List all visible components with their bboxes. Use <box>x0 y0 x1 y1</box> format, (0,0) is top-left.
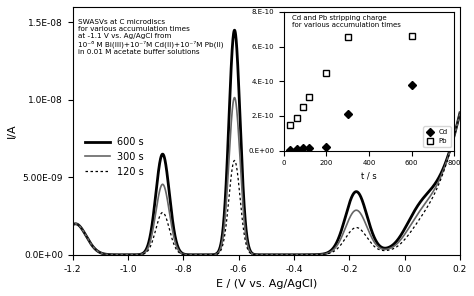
Y-axis label: I/A: I/A <box>7 123 17 138</box>
Legend: 600 s, 300 s, 120 s: 600 s, 300 s, 120 s <box>82 133 148 181</box>
Text: SWASVs at C microdiscs
for various accumulation times
at -1.1 V vs. Ag/AgCl from: SWASVs at C microdiscs for various accum… <box>78 19 224 55</box>
X-axis label: E / (V vs. Ag/AgCl): E / (V vs. Ag/AgCl) <box>216 279 317 289</box>
